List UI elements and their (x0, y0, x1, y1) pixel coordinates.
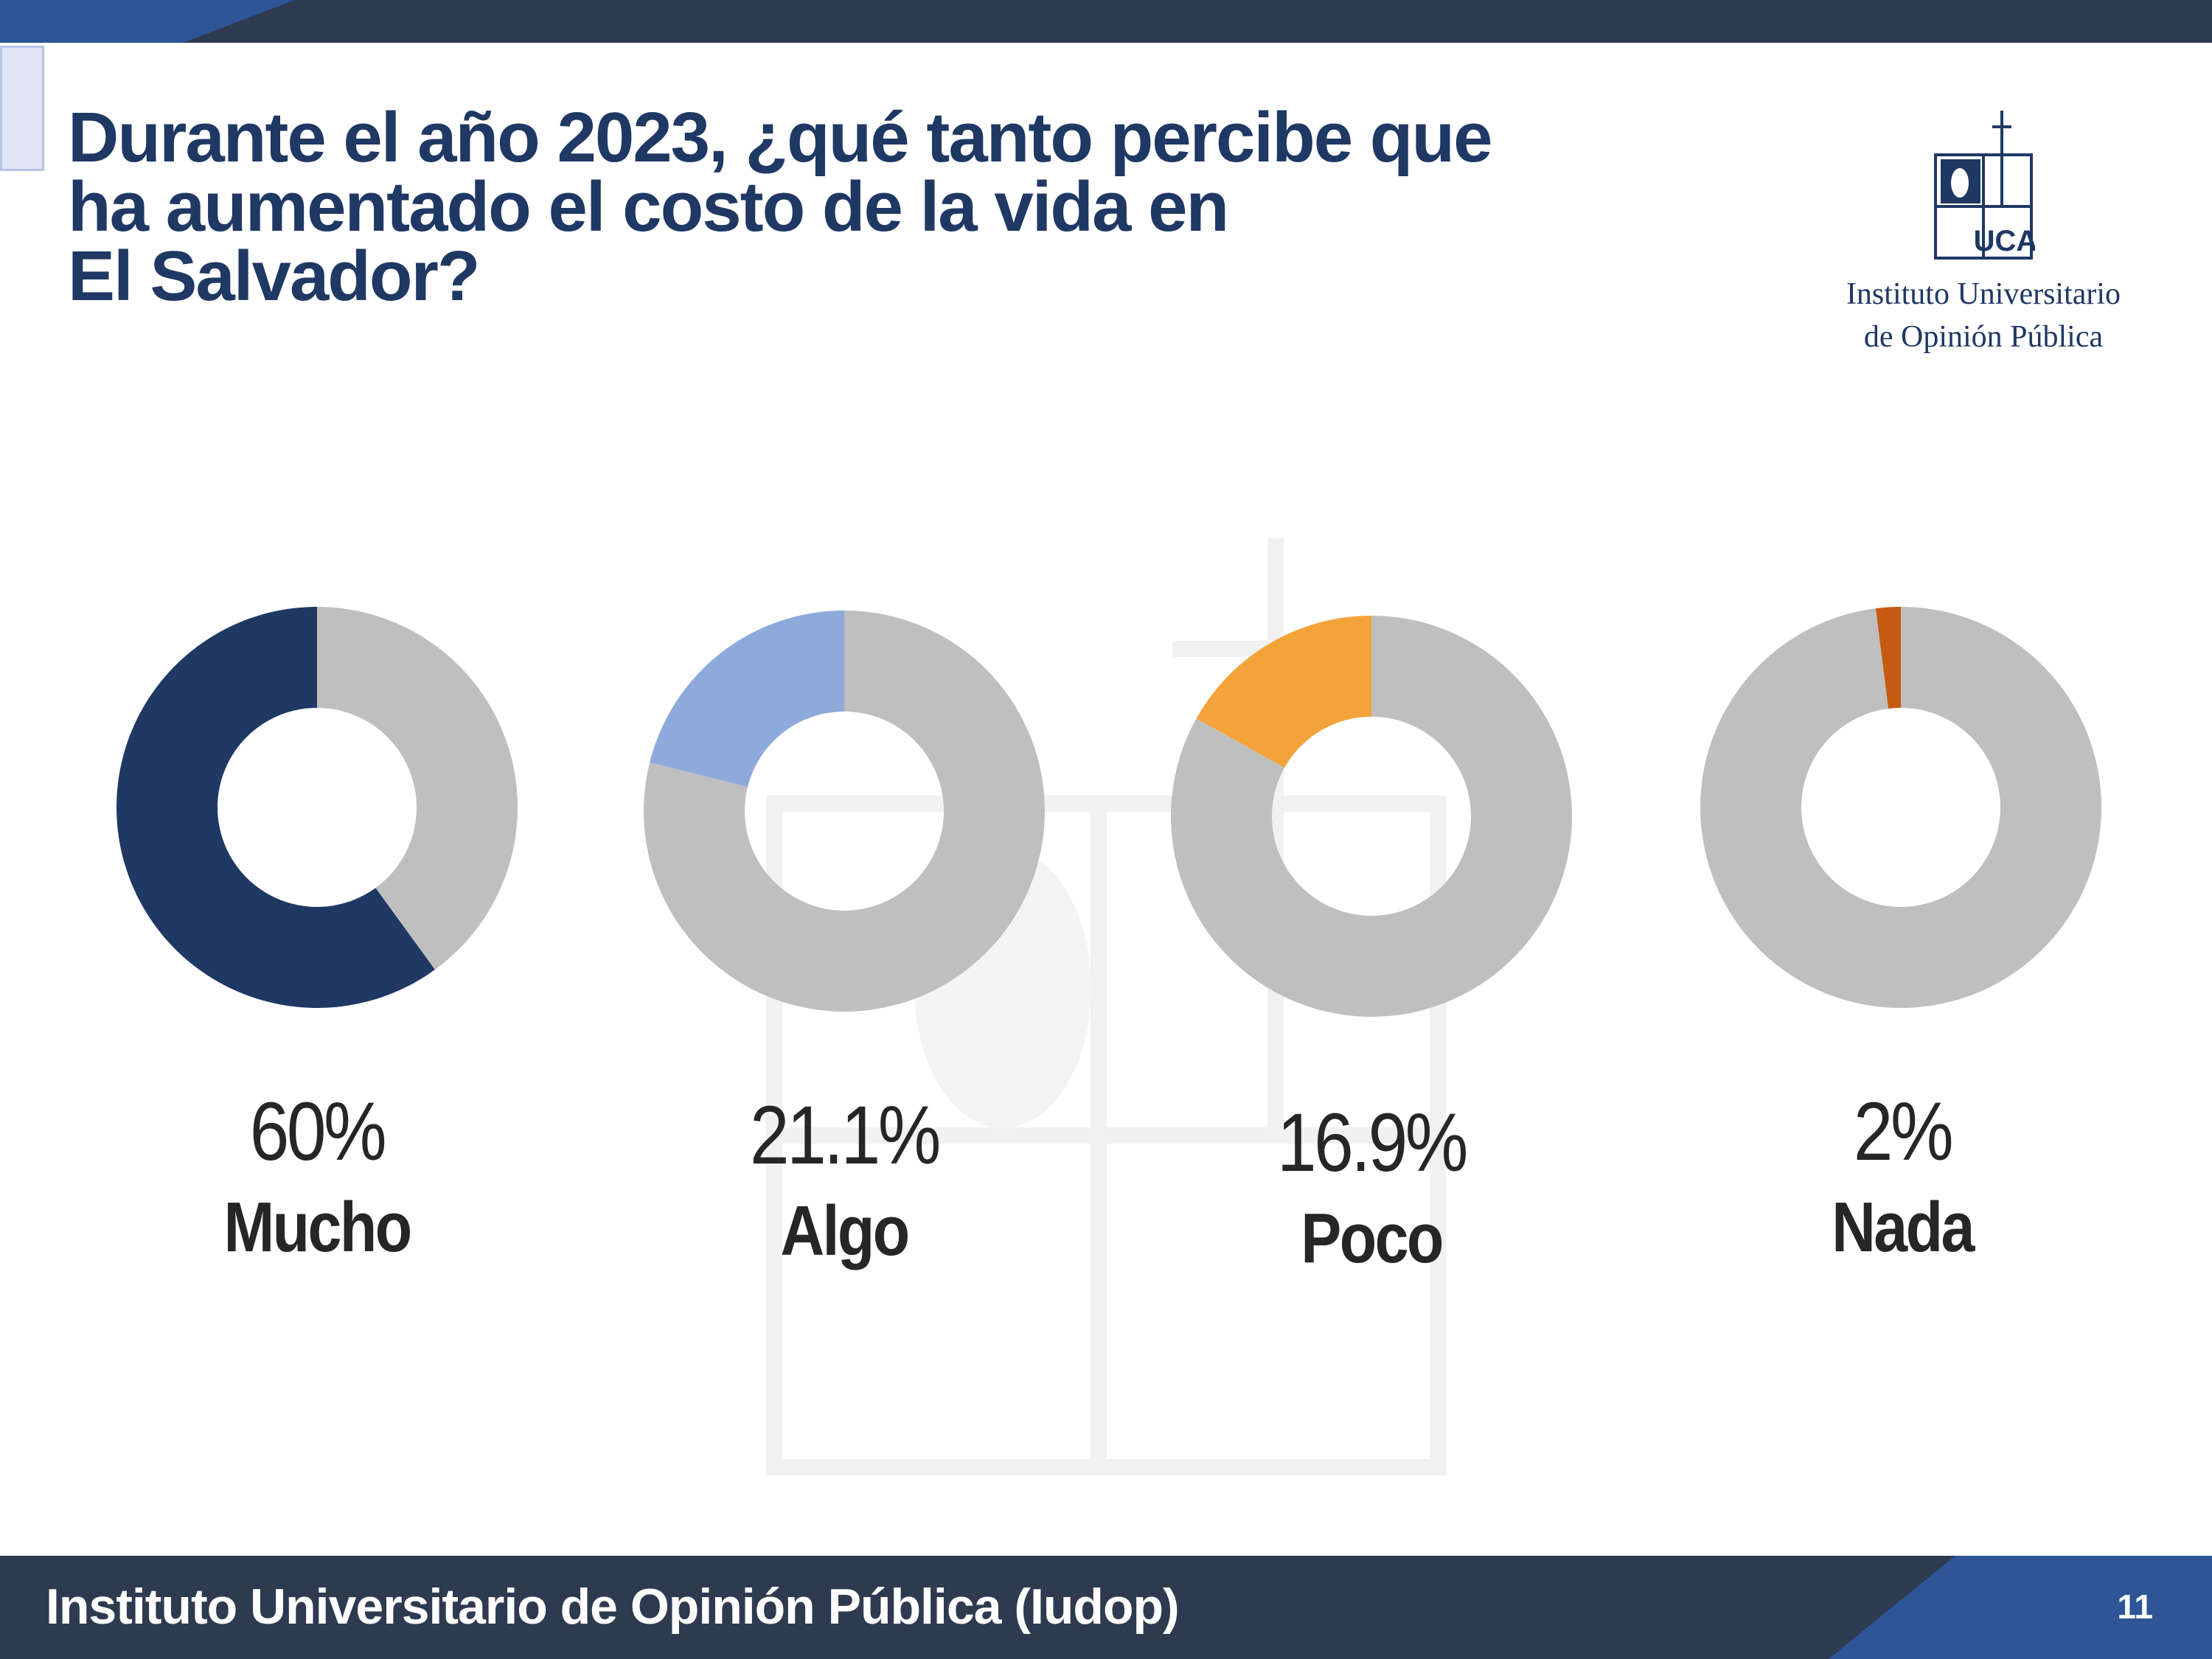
donut-remainder-mucho (317, 607, 518, 970)
value-label-poco: 16.9% (1277, 1096, 1468, 1189)
category-label-algo: Algo (780, 1192, 910, 1270)
donut-remainder-algo (644, 611, 1045, 1012)
page-number: 11 (2117, 1587, 2153, 1626)
value-label-nada: 2% (1853, 1085, 1954, 1178)
value-label-algo: 21.1% (750, 1089, 941, 1181)
side-tab-decoration (0, 46, 44, 171)
category-label-mucho: Mucho (223, 1188, 412, 1267)
donut-remainder-poco (1171, 616, 1573, 1017)
donut-slice-poco (1196, 616, 1371, 768)
footer-bar (0, 1556, 2212, 1659)
value-label-mucho: 60% (249, 1085, 387, 1178)
iudop-logo: UCA Instituto Universitario de Opinión P… (1821, 111, 2146, 361)
uca-watermark (766, 538, 1446, 1475)
donut-slice-mucho (116, 607, 435, 1009)
category-label-nada: Nada (1832, 1188, 1975, 1267)
logo-text: Instituto Universitario de Opinión Públi… (1846, 277, 2121, 354)
top-bar (0, 0, 2212, 43)
donut-slice-nada (1875, 607, 1901, 709)
logo-letters: UCA (1974, 225, 2035, 257)
uca-logo-icon: UCA (1934, 111, 2035, 260)
donut-remainder-nada (1700, 607, 2102, 1009)
footer-text: Instituto Universitario de Opinión Públi… (46, 1579, 1180, 1635)
donut-slice-algo (650, 611, 844, 787)
category-label-poco: Poco (1301, 1199, 1444, 1278)
slide-title: Durante el año 2023, ¿qué tanto percibe … (68, 98, 1492, 316)
